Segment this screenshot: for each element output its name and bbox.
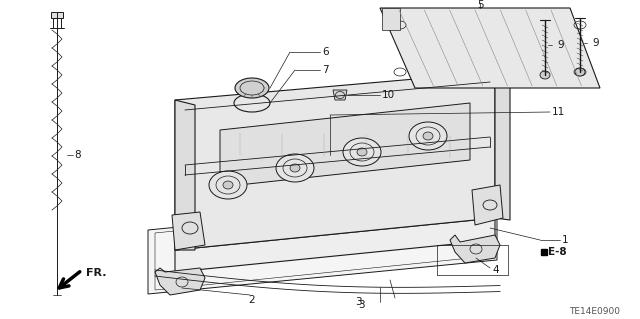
Polygon shape xyxy=(220,103,470,187)
Polygon shape xyxy=(175,218,495,272)
Ellipse shape xyxy=(223,181,233,189)
Text: 11: 11 xyxy=(552,107,565,117)
Text: 1: 1 xyxy=(562,235,568,245)
Polygon shape xyxy=(380,8,600,88)
Ellipse shape xyxy=(343,138,381,166)
Text: 5: 5 xyxy=(477,0,483,10)
Text: 4: 4 xyxy=(492,265,499,275)
Ellipse shape xyxy=(357,148,367,156)
Text: 9: 9 xyxy=(592,38,598,48)
Text: 9: 9 xyxy=(557,40,564,50)
Polygon shape xyxy=(333,90,347,100)
Polygon shape xyxy=(51,12,63,18)
Text: FR.: FR. xyxy=(86,268,106,278)
Text: 7: 7 xyxy=(322,65,328,75)
Polygon shape xyxy=(155,268,205,295)
Text: TE14E0900: TE14E0900 xyxy=(569,308,620,316)
Text: 10: 10 xyxy=(382,90,395,100)
Polygon shape xyxy=(175,100,195,250)
Text: 3: 3 xyxy=(358,300,365,310)
Ellipse shape xyxy=(575,68,585,76)
Ellipse shape xyxy=(290,164,300,172)
Text: 8: 8 xyxy=(74,150,81,160)
Polygon shape xyxy=(148,196,497,294)
Ellipse shape xyxy=(276,154,314,182)
Ellipse shape xyxy=(209,171,247,199)
Polygon shape xyxy=(175,72,495,250)
Polygon shape xyxy=(382,8,400,30)
Ellipse shape xyxy=(409,122,447,150)
Ellipse shape xyxy=(235,78,269,98)
Polygon shape xyxy=(172,212,205,250)
Ellipse shape xyxy=(423,132,433,140)
Ellipse shape xyxy=(540,71,550,79)
Polygon shape xyxy=(495,72,510,220)
Text: 3: 3 xyxy=(355,297,362,307)
Polygon shape xyxy=(541,249,547,255)
Text: E-8: E-8 xyxy=(548,247,566,257)
Polygon shape xyxy=(472,185,503,225)
Text: 2: 2 xyxy=(248,295,255,305)
Polygon shape xyxy=(450,235,500,263)
Text: 6: 6 xyxy=(322,47,328,57)
